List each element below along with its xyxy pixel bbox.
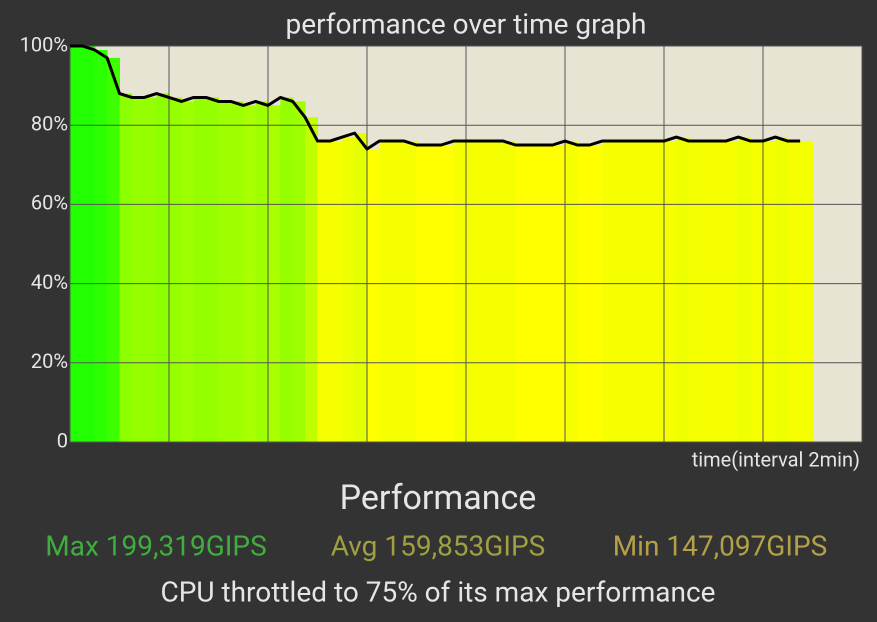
area-bar [404, 141, 417, 443]
area-bar [701, 141, 714, 443]
area-bar [268, 105, 281, 443]
area-bar [589, 145, 603, 442]
line [70, 44, 801, 151]
area-bar [379, 141, 393, 443]
area-bar [82, 46, 96, 442]
area-bar [305, 117, 318, 442]
area-bar [441, 145, 455, 442]
area-bar [540, 145, 554, 442]
area-bar [144, 97, 158, 442]
area-bar [787, 141, 801, 443]
area-bar [317, 141, 331, 443]
y-tick-label: 0 [57, 428, 68, 452]
y-tick-label: 100% [20, 32, 68, 56]
area-bar [107, 57, 120, 442]
y-tick-label: 20% [31, 349, 68, 373]
area-bar [639, 141, 653, 443]
area-bar [738, 137, 752, 442]
area-bar [193, 97, 207, 442]
chart-title: performance over time graph [286, 7, 647, 40]
summary-stat: Max 199,319GIPS [45, 529, 266, 562]
area-bar [676, 137, 690, 442]
y-tick-label: 60% [31, 191, 68, 215]
area-bar [602, 141, 615, 443]
area-bar [292, 101, 306, 442]
area-bar [490, 141, 504, 443]
area-bar [70, 46, 83, 442]
area-bar [255, 101, 269, 442]
area-bar [713, 141, 727, 443]
area-bar [119, 93, 133, 443]
x-axis-label: time(interval 2min) [692, 447, 860, 471]
area-bar [478, 141, 492, 443]
area-bar [763, 141, 776, 443]
area-bar [169, 97, 182, 442]
area-bar [329, 141, 343, 443]
area-bar [354, 133, 368, 442]
summary-heading: Performance [340, 478, 537, 518]
area-bar [664, 141, 677, 443]
area-bar [466, 141, 479, 443]
area-bar [230, 101, 244, 442]
area-bar [181, 101, 195, 442]
area-bar [626, 141, 640, 443]
area-bar [527, 145, 541, 442]
area-bar [94, 49, 108, 443]
area-bar [614, 141, 628, 443]
area-bar [800, 141, 813, 443]
area-bar [131, 97, 145, 442]
area-bar [651, 141, 665, 443]
area-bar [577, 145, 591, 442]
y-tick-label: 80% [31, 111, 68, 135]
summary-note: CPU throttled to 75% of its max performa… [160, 575, 715, 608]
area-bar [725, 141, 739, 443]
area-bar [453, 141, 467, 443]
y-tick-label: 40% [31, 270, 68, 294]
area-bar [775, 137, 789, 442]
area-bar [342, 137, 356, 442]
area-bar [428, 145, 442, 442]
area-bar [156, 93, 170, 443]
summary-stat: Min 147,097GIPS [613, 529, 828, 562]
area-bar [243, 105, 257, 443]
area-bar [688, 141, 702, 443]
area-bar [391, 141, 405, 443]
area-bar [218, 101, 232, 442]
area-bar [503, 141, 516, 443]
area-bar [206, 97, 219, 442]
summary-stat: Avg 159,853GIPS [331, 529, 546, 562]
area-bar [552, 145, 566, 442]
area-bar [515, 145, 529, 442]
area-bar [367, 148, 380, 442]
area-bar [750, 141, 764, 443]
area-bar [565, 141, 578, 443]
area-bar [280, 97, 294, 442]
area-bar [416, 145, 430, 442]
